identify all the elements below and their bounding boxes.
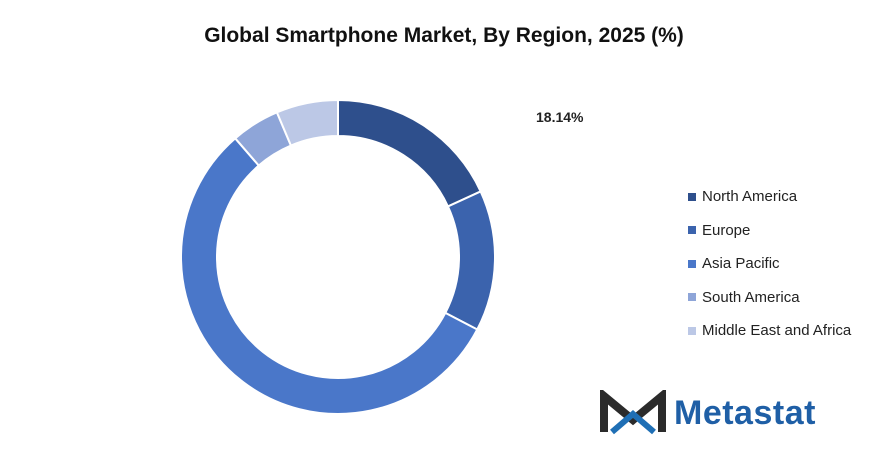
slice-middle-east-and-africa	[275, 98, 339, 147]
chart-title: Global Smartphone Market, By Region, 202…	[204, 24, 684, 47]
legend-label: North America	[702, 188, 798, 206]
chart-legend: North America Europe Asia Pacific South Ame…	[688, 180, 851, 348]
legend-swatch	[688, 259, 696, 268]
legend-item-north-america: North America	[688, 180, 851, 214]
metastat-m-logo-icon	[600, 390, 666, 435]
legend-label: Middle East and Africa	[702, 322, 852, 340]
legend-item-asia-pacific: Asia Pacific	[688, 247, 851, 281]
legend-label: Europe	[702, 221, 751, 239]
logo-text: Metastat	[674, 393, 816, 432]
legend-label: Asia Pacific	[702, 255, 780, 273]
legend-swatch	[688, 326, 696, 335]
legend-swatch	[688, 226, 696, 235]
legend-item-europe: Europe	[688, 214, 851, 248]
legend-swatch	[688, 192, 696, 201]
data-label-north-america: 18.14%	[536, 109, 584, 125]
legend-item-south-america: South America	[688, 281, 851, 315]
legend-swatch	[688, 293, 696, 302]
metastat-logo: Metastat	[598, 390, 816, 436]
slice-north-america	[337, 98, 482, 208]
legend-label: South America	[702, 288, 800, 306]
legend-item-middle-east-and-africa: Middle East and Africa	[688, 314, 851, 348]
slice-asia-pacific	[180, 136, 479, 415]
slice-europe	[443, 190, 496, 331]
